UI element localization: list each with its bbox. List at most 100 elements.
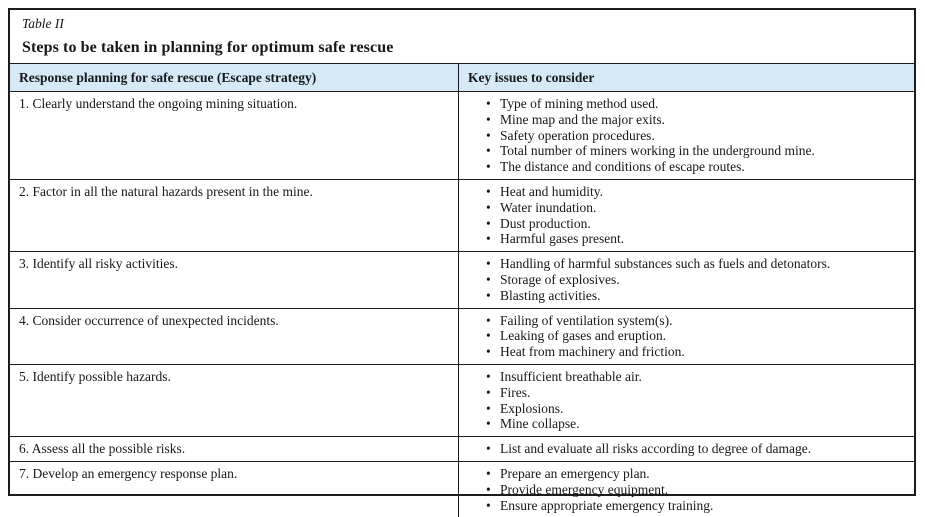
issue-item: • Harmful gases present. — [459, 231, 906, 247]
issue-text: Provide emergency equipment. — [500, 481, 669, 497]
bullet-icon: • — [486, 400, 491, 416]
bullet-icon: • — [486, 384, 491, 400]
issues-cell: • Failing of ventilation system(s). • Leaki… — [459, 309, 914, 364]
issues-list: • Handling of harmful substances such as … — [459, 256, 906, 303]
table-row: 1. Clearly understand the ongoing mining… — [10, 92, 914, 180]
issue-item: • Fires. — [459, 385, 906, 401]
issue-text: Storage of explosives. — [500, 271, 620, 287]
issue-text: Explosions. — [500, 400, 564, 416]
issue-item: • Prepare an emergency plan. — [459, 466, 906, 482]
header-cell-key-issues: Key issues to consider — [459, 64, 914, 91]
bullet-icon: • — [486, 159, 491, 175]
issues-cell: • Prepare an emergency plan. • Provide emer… — [459, 462, 914, 517]
step-cell: 6. Assess all the possible risks. — [10, 437, 459, 461]
bullet-icon: • — [486, 215, 491, 231]
bullet-icon: • — [486, 416, 491, 432]
bullet-icon: • — [486, 183, 491, 199]
table-header-row: Response planning for safe rescue (Escap… — [10, 64, 914, 92]
issue-text: Handling of harmful substances such as f… — [500, 256, 831, 272]
issues-cell: • Type of mining method used. • Mine map an… — [459, 92, 914, 179]
issues-list: • Type of mining method used. • Mine map an… — [459, 96, 906, 175]
issues-cell: • Heat and humidity. • Water inundation. • Du… — [459, 180, 914, 251]
issue-text: Insufficient breathable air. — [500, 368, 642, 384]
issue-text: List and evaluate all risks according to… — [500, 441, 812, 457]
table-ii-frame: Table II Steps to be taken in planning f… — [8, 8, 916, 517]
issue-text: Fires. — [500, 384, 531, 400]
issue-text: Heat and humidity. — [500, 183, 603, 199]
issue-text: Dust production. — [500, 215, 591, 231]
step-cell: 1. Clearly understand the ongoing mining… — [10, 92, 459, 179]
issue-text: Mine map and the major exits. — [500, 111, 665, 127]
table-row: 4. Consider occurrence of unexpected inc… — [10, 308, 914, 365]
table-row: 2. Factor in all the natural hazards pre… — [10, 179, 914, 253]
issue-item: • Water inundation. — [459, 200, 906, 216]
bullet-icon: • — [486, 465, 491, 481]
issues-cell: • Insufficient breathable air. • Fires. • Exp… — [459, 365, 914, 436]
issues-list: • Prepare an emergency plan. • Provide emer… — [459, 466, 906, 513]
table-row: 5. Identify possible hazards. • Insuffici… — [10, 364, 914, 438]
bullet-icon: • — [486, 271, 491, 287]
issue-text: Mine collapse. — [500, 416, 580, 432]
bullet-icon: • — [486, 96, 491, 111]
issues-list: • List and evaluate all risks according t… — [459, 441, 906, 457]
issue-text: Blasting activities. — [500, 287, 601, 303]
bullet-icon: • — [486, 368, 491, 384]
issue-item: • Leaking of gases and eruption. — [459, 328, 906, 344]
table-caption: Table II Steps to be taken in planning f… — [10, 10, 914, 63]
header-cell-escape-strategy: Response planning for safe rescue (Escap… — [10, 64, 459, 91]
issue-text: Prepare an emergency plan. — [500, 465, 650, 481]
bullet-icon: • — [486, 481, 491, 497]
bullet-icon: • — [486, 143, 491, 159]
issue-item: • Provide emergency equipment. — [459, 482, 906, 498]
bullet-icon: • — [486, 111, 491, 127]
issue-item: • Dust production. — [459, 216, 906, 232]
table-grid: Response planning for safe rescue (Escap… — [10, 63, 914, 517]
issues-cell: • Handling of harmful substances such as … — [459, 252, 914, 307]
issue-item: • List and evaluate all risks according t… — [459, 441, 906, 457]
issue-item: • Safety operation procedures. — [459, 128, 906, 144]
issue-item: • Insufficient breathable air. — [459, 369, 906, 385]
bullet-icon: • — [486, 199, 491, 215]
issue-text: Total number of miners working in the un… — [500, 143, 815, 159]
step-cell: 2. Factor in all the natural hazards pre… — [10, 179, 459, 252]
issues-list: • Failing of ventilation system(s). • Leaki… — [459, 313, 906, 360]
issues-cell: • List and evaluate all risks according t… — [459, 437, 914, 461]
issue-item: • Failing of ventilation system(s). — [459, 313, 906, 329]
bullet-icon: • — [486, 328, 491, 344]
bullet-icon: • — [486, 312, 491, 328]
table-row: 6. Assess all the possible risks. • List … — [10, 437, 914, 462]
issue-text: The distance and conditions of escape ro… — [500, 159, 745, 175]
bullet-icon: • — [486, 441, 491, 457]
table-body: 1. Clearly understand the ongoing mining… — [10, 92, 914, 517]
issue-item: • Mine map and the major exits. — [459, 112, 906, 128]
issue-text: Harmful gases present. — [500, 231, 625, 247]
issue-item: • Heat from machinery and friction. — [459, 344, 906, 360]
bullet-icon: • — [486, 231, 491, 247]
bullet-icon: • — [486, 344, 491, 360]
bullet-icon: • — [486, 256, 491, 272]
issue-text: Leaking of gases and eruption. — [500, 328, 667, 344]
issues-list: • Insufficient breathable air. • Fires. • Exp… — [459, 369, 906, 432]
issue-item: • The distance and conditions of escape r… — [459, 159, 906, 175]
bullet-icon: • — [486, 287, 491, 303]
bullet-icon: • — [486, 127, 491, 143]
issues-list: • Heat and humidity. • Water inundation. • Du… — [459, 184, 906, 247]
issue-item: • Storage of explosives. — [459, 272, 906, 288]
issue-text: Water inundation. — [500, 199, 597, 215]
issue-text: Failing of ventilation system(s). — [500, 312, 673, 328]
step-cell: 7. Develop an emergency response plan. — [10, 461, 459, 517]
step-cell: 5. Identify possible hazards. — [10, 364, 459, 437]
table-row: 7. Develop an emergency response plan. •… — [10, 461, 914, 517]
issue-item: • Handling of harmful substances such as … — [459, 256, 906, 272]
issue-text: Heat from machinery and friction. — [500, 344, 685, 360]
issue-text: Safety operation procedures. — [500, 127, 655, 143]
issue-item: • Type of mining method used. — [459, 96, 906, 112]
table-number-label: Table II — [22, 16, 64, 31]
issue-item: • Total number of miners working in the u… — [459, 143, 906, 159]
table-title: Steps to be taken in planning for optimu… — [22, 39, 394, 56]
issue-item: • Blasting activities. — [459, 288, 906, 304]
issue-text: Type of mining method used. — [500, 96, 659, 111]
issue-item: • Mine collapse. — [459, 416, 906, 432]
step-cell: 3. Identify all risky activities. — [10, 252, 459, 308]
issue-item: • Heat and humidity. — [459, 184, 906, 200]
